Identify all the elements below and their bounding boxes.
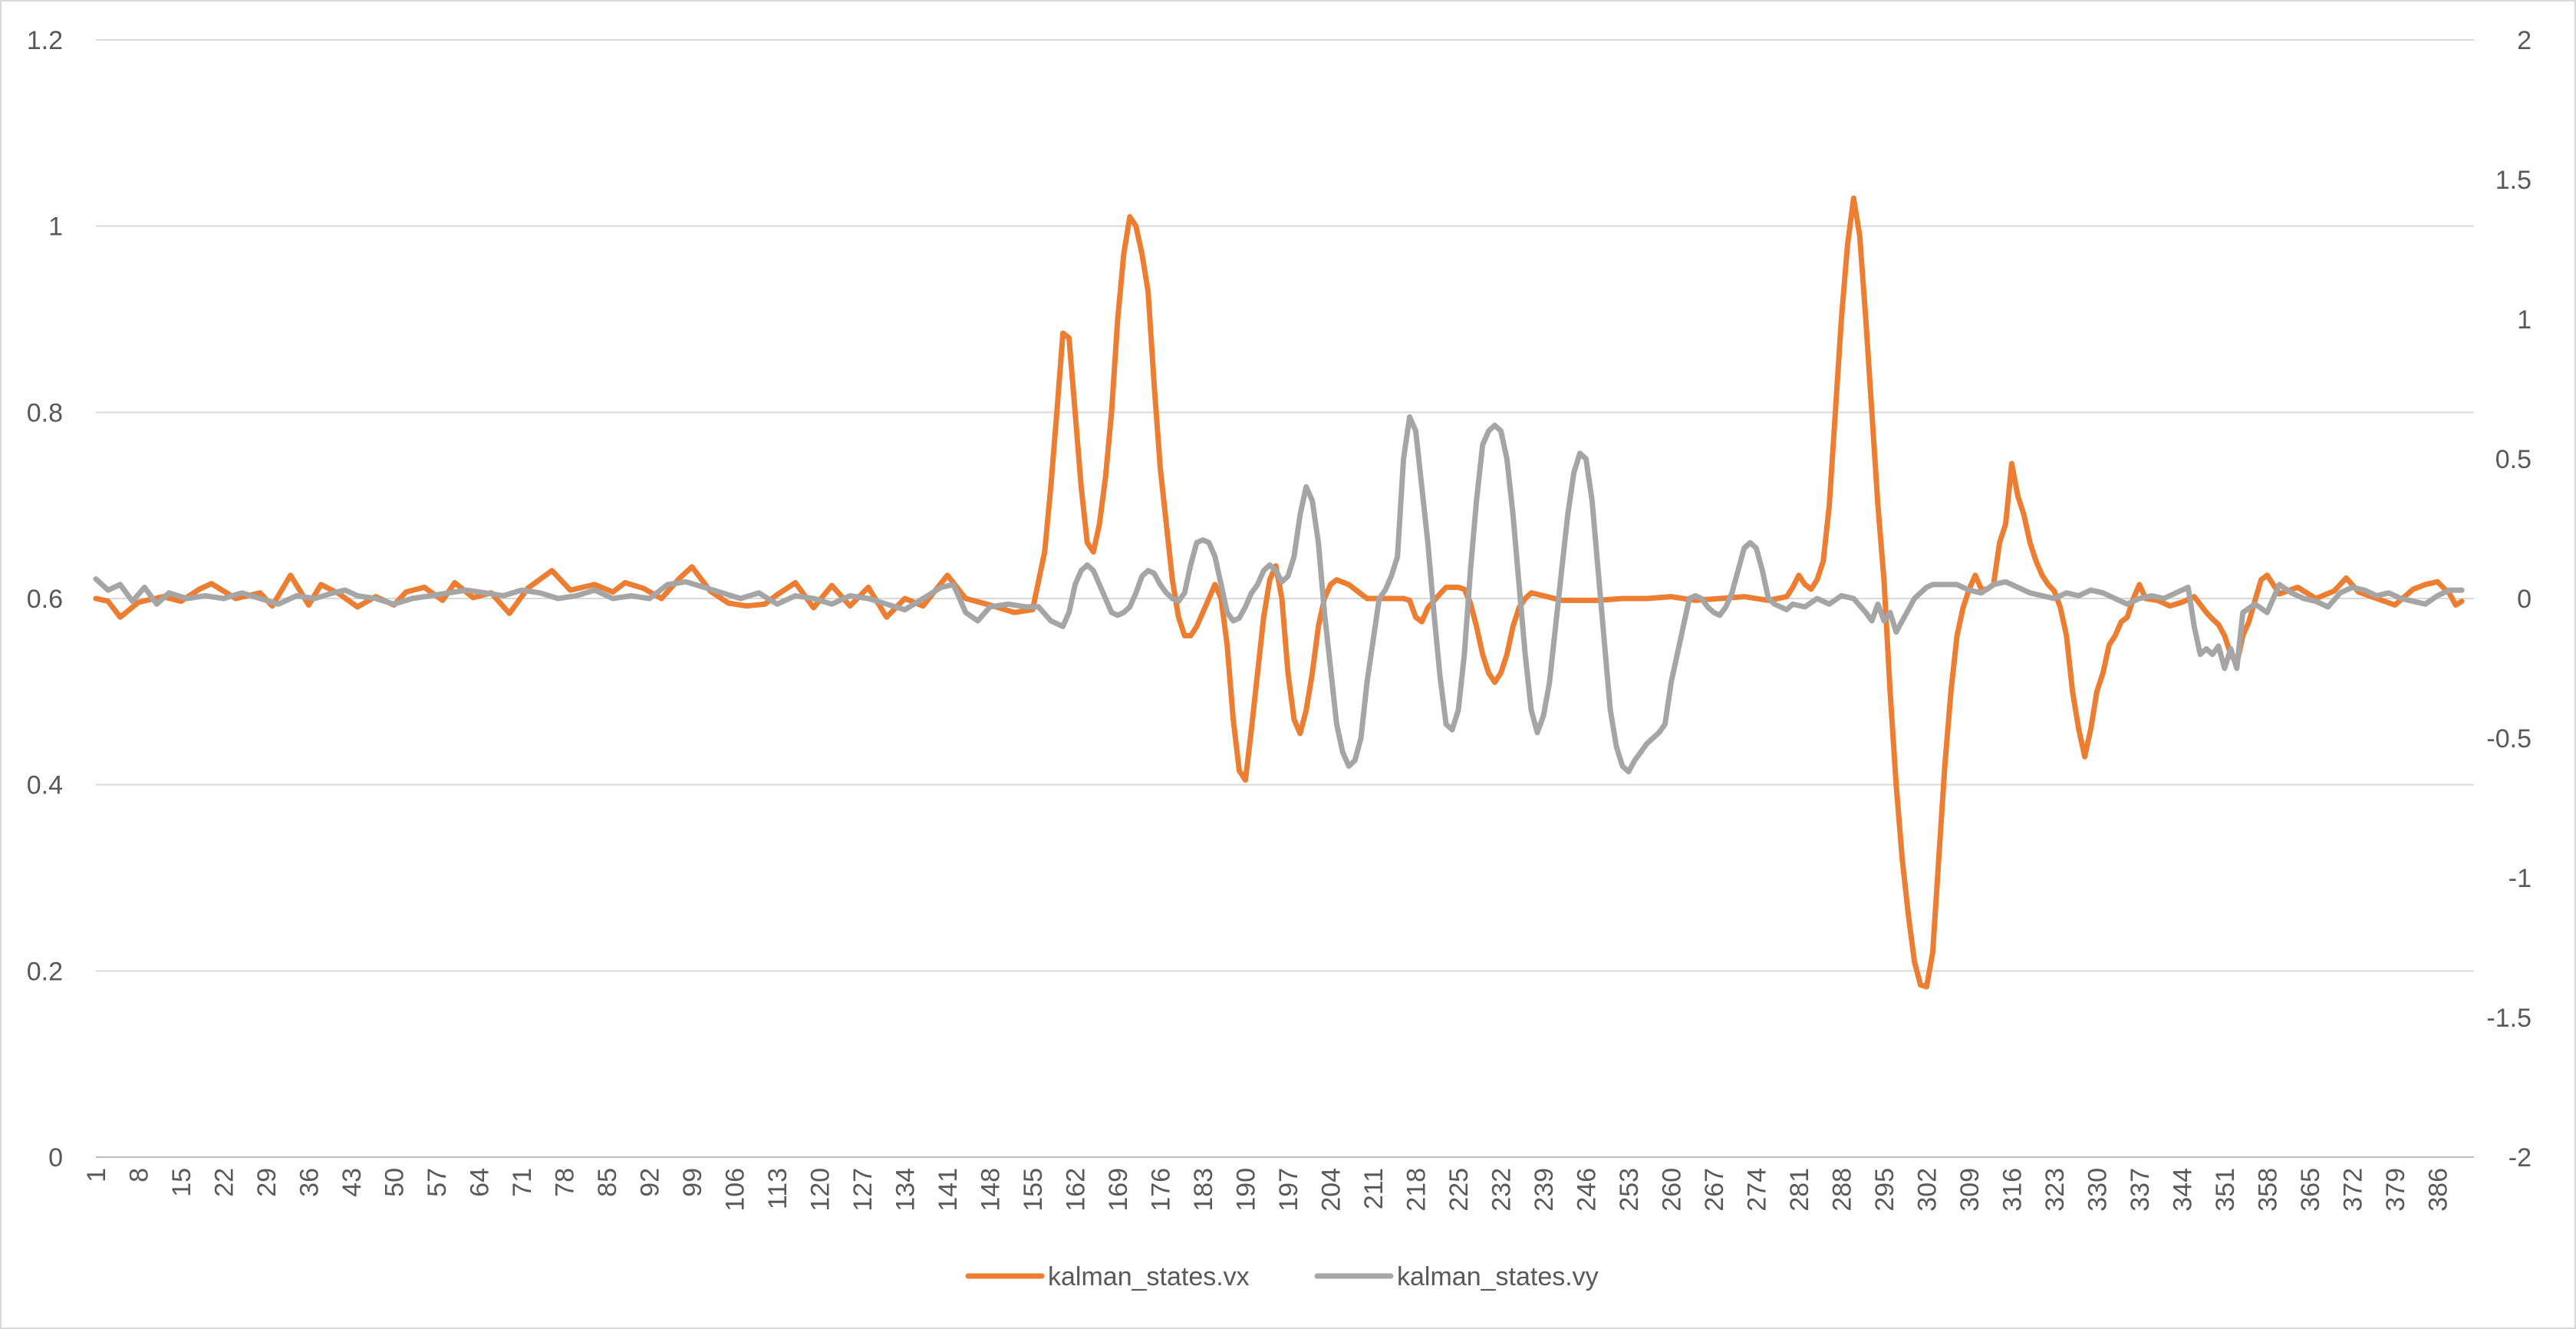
x-tick-label: 29: [252, 1168, 282, 1197]
x-tick-label: 78: [550, 1168, 579, 1197]
x-tick-label: 267: [1700, 1168, 1729, 1212]
x-tick-label: 239: [1530, 1168, 1559, 1212]
x-tick-label: 365: [2296, 1168, 2325, 1212]
x-tick-label: 141: [934, 1168, 963, 1212]
x-tick-label: 176: [1146, 1168, 1175, 1212]
x-tick-label: 169: [1104, 1168, 1133, 1212]
legend: kalman_states.vx kalman_states.vy: [965, 1262, 1599, 1291]
left-y-tick-label: 0: [48, 1143, 63, 1172]
x-tick-label: 253: [1615, 1168, 1644, 1212]
x-tick-label: 386: [2423, 1168, 2452, 1212]
right-y-tick-label: 0.5: [2495, 445, 2532, 474]
x-tick-label: 22: [209, 1168, 239, 1197]
right-y-tick-label: 0: [2517, 585, 2532, 614]
right-y-axis: -2 -1.5 -1 -0.5 0 0.5 1 1.5 2: [2486, 26, 2532, 1172]
x-tick-label: 57: [423, 1168, 452, 1197]
x-tick-label: 155: [1019, 1168, 1048, 1212]
x-tick-label: 316: [1998, 1168, 2027, 1212]
x-tick-label: 183: [1189, 1168, 1218, 1212]
series-line-kalman-states-vy: [93, 414, 2465, 775]
x-tick-label: 36: [295, 1168, 324, 1197]
x-tick-label: 295: [1870, 1168, 1899, 1212]
x-tick-label: 113: [763, 1168, 792, 1209]
x-tick-label: 134: [891, 1168, 920, 1212]
x-tick-label: 288: [1827, 1168, 1856, 1212]
x-tick-label: 99: [678, 1168, 707, 1197]
x-tick-label: 225: [1444, 1168, 1474, 1212]
x-tick-label: 330: [2083, 1168, 2112, 1212]
x-tick-label: 50: [380, 1168, 409, 1197]
x-tick-label: 323: [2041, 1168, 2070, 1212]
x-tick-label: 197: [1274, 1168, 1303, 1212]
right-y-tick-label: -1: [2508, 864, 2532, 893]
x-tick-label: 204: [1316, 1168, 1346, 1212]
x-tick-label: 351: [2211, 1168, 2240, 1212]
x-tick-label: 148: [976, 1168, 1005, 1212]
x-tick-label: 15: [167, 1168, 196, 1197]
x-tick-label: 302: [1912, 1168, 1942, 1212]
series-group: [93, 195, 2465, 990]
right-y-tick-label: 2: [2517, 26, 2532, 55]
x-tick-label: 43: [338, 1168, 367, 1197]
left-y-tick-label: 1.2: [27, 26, 63, 55]
left-y-tick-label: 0.6: [27, 585, 63, 614]
x-tick-label: 260: [1657, 1168, 1686, 1212]
left-y-tick-label: 0.2: [27, 957, 63, 986]
x-tick-label: 358: [2253, 1168, 2282, 1212]
right-y-tick-label: -2: [2508, 1143, 2532, 1172]
x-tick-label: 274: [1742, 1168, 1771, 1212]
right-y-tick-label: 1: [2517, 305, 2532, 335]
legend-label: kalman_states.vy: [1397, 1262, 1599, 1291]
x-tick-label: 344: [2168, 1168, 2197, 1212]
x-tick-label: 8: [124, 1168, 153, 1182]
right-y-tick-label: -1.5: [2486, 1004, 2532, 1033]
x-tick-label: 372: [2338, 1168, 2367, 1212]
x-tick-label: 246: [1572, 1168, 1601, 1212]
x-tick-label: 92: [635, 1168, 664, 1197]
left-y-tick-label: 1: [48, 213, 63, 242]
x-tick-label: 337: [2126, 1168, 2155, 1212]
right-y-tick-label: -0.5: [2486, 724, 2532, 754]
left-y-tick-label: 0.8: [27, 398, 63, 427]
x-tick-label: 1: [82, 1168, 111, 1182]
x-tick-label: 281: [1785, 1168, 1814, 1212]
x-tick-label: 211: [1359, 1168, 1388, 1209]
x-tick-label: 309: [1955, 1168, 1985, 1212]
series-line-kalman-states-vx: [93, 195, 2465, 990]
x-tick-label: 106: [720, 1168, 749, 1212]
x-tick-label: 127: [848, 1168, 878, 1212]
x-tick-label: 71: [508, 1168, 537, 1197]
left-y-axis: 0 0.2 0.4 0.6 0.8 1 1.2: [27, 26, 63, 1172]
x-tick-label: 379: [2381, 1168, 2410, 1212]
x-tick-label: 162: [1061, 1168, 1090, 1212]
x-axis: 1 8 15 22 29 36 43 50 57 64 71 78 85 92 99 106 113 120 127…: [82, 1168, 2452, 1212]
x-tick-label: 218: [1402, 1168, 1431, 1212]
x-tick-label: 190: [1231, 1168, 1260, 1212]
gridlines: [96, 39, 2474, 1158]
x-tick-label: 120: [805, 1168, 835, 1212]
x-tick-label: 64: [465, 1168, 494, 1197]
left-y-tick-label: 0.4: [27, 771, 63, 800]
right-y-tick-label: 1.5: [2495, 166, 2532, 195]
x-tick-label: 232: [1487, 1168, 1516, 1212]
x-tick-label: 85: [593, 1168, 622, 1197]
legend-label: kalman_states.vx: [1048, 1262, 1250, 1291]
